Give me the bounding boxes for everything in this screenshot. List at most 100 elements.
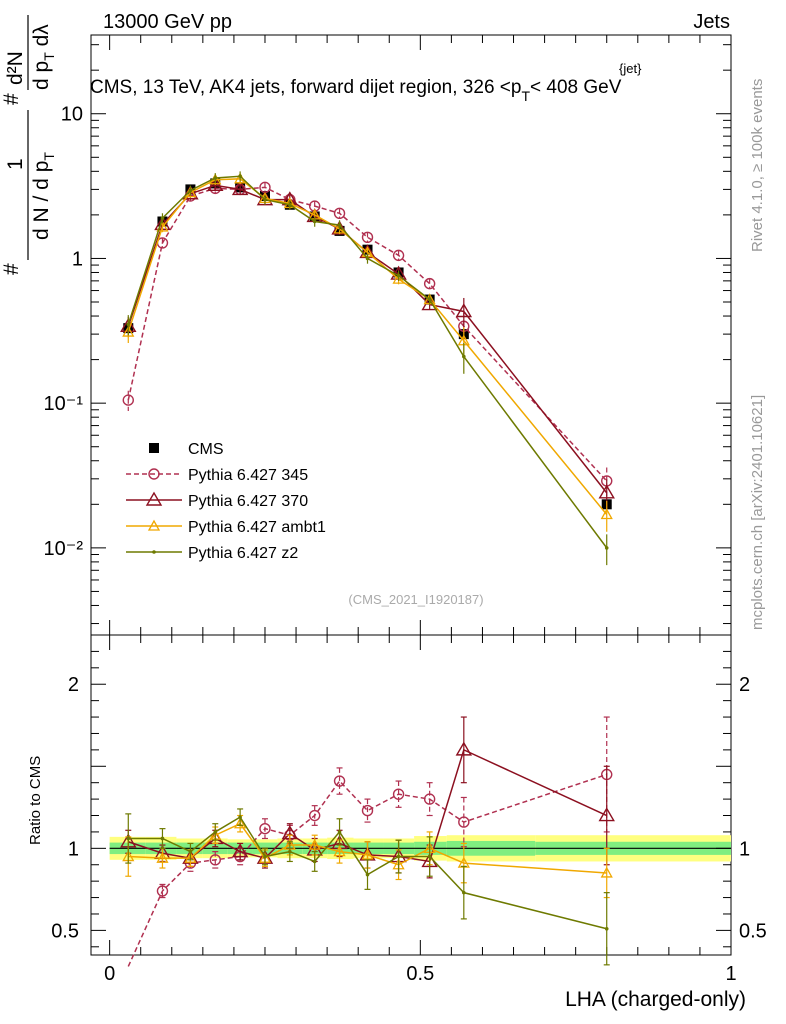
main-point-z2 <box>427 297 432 302</box>
legend-item-p345: Pythia 6.427 345 <box>126 467 308 484</box>
main-ytick-label: 10⁻² <box>44 538 84 560</box>
ratio-panel-frame <box>90 634 732 956</box>
ratio-point-ambt1 <box>600 866 613 878</box>
main-point-z2 <box>365 256 370 261</box>
series-z2 <box>125 171 610 966</box>
ratio-point-z2 <box>213 830 218 834</box>
ratio-point-p370 <box>598 807 615 822</box>
legend-marker <box>152 550 156 554</box>
ratio-point-z2 <box>126 836 131 841</box>
main-point-p370 <box>598 484 615 499</box>
ratio-point-z2 <box>160 836 165 841</box>
ylabel-hash-1: # <box>0 263 23 275</box>
ratio-point-z2 <box>396 854 401 859</box>
legend-label: Pythia 6.427 z2 <box>188 545 298 562</box>
ratio-point-p345 <box>392 788 405 800</box>
ratio-point-z2 <box>365 872 370 877</box>
ratio-point-ambt1 <box>184 851 197 863</box>
x-axis-label: LHA (charged-only) <box>565 988 746 1011</box>
ratio-line-ambt1 <box>128 822 607 874</box>
ylabel-hash-2: # <box>0 93 23 105</box>
rivet-version-label: Rivet 4.1.0, ≥ 100k events <box>749 79 766 252</box>
header-right: Jets <box>693 11 730 33</box>
ratio-point-ambt1 <box>361 848 374 860</box>
series-data <box>123 178 612 510</box>
ratio-ytick-label-right: 0.5 <box>739 920 767 942</box>
ratio-ytick-label-right: 2 <box>739 674 750 696</box>
main-point-ambt1 <box>600 508 613 520</box>
ratio-point-z2 <box>427 854 432 859</box>
main-point-z2 <box>604 546 609 550</box>
main-point-z2 <box>238 174 242 179</box>
plot-title-main: CMS, 13 TeV, AK4 jets, forward dijet reg… <box>90 77 521 98</box>
plot-title-sub: T <box>521 88 530 104</box>
legend-item-ambt1: Pythia 6.427 ambt1 <box>126 519 326 536</box>
ylabel-den: d N / d pT <box>30 152 57 240</box>
main-point-p370 <box>455 303 473 318</box>
main-point-p370 <box>231 181 249 196</box>
ratio-point-z2 <box>604 926 609 931</box>
main-ytick-label: 10⁻¹ <box>44 393 84 415</box>
main-point-z2 <box>263 197 267 202</box>
ratio-point-ambt1 <box>156 851 169 863</box>
analysis-watermark: (CMS_2021_I1920187) <box>348 592 483 607</box>
legend-label: CMS <box>188 441 224 458</box>
main-ytick-label: 10 <box>61 104 83 126</box>
ratio-line-z2 <box>128 816 607 930</box>
main-point-z2 <box>213 176 218 180</box>
ratio-point-z2 <box>312 859 317 864</box>
main-line-p370 <box>127 184 608 494</box>
ratio-point-z2 <box>188 849 193 854</box>
legend-marker <box>148 468 160 480</box>
ratio-point-z2 <box>288 849 292 854</box>
ratio-point-p345 <box>333 775 346 787</box>
legend-item-p370: Pythia 6.427 370 <box>126 491 308 510</box>
main-point-z2 <box>396 273 401 278</box>
xtick-label: 1 <box>725 963 736 985</box>
ratio-point-p345 <box>209 854 221 866</box>
ratio-point-p345 <box>458 816 470 828</box>
legend-marker <box>145 491 163 506</box>
main-point-p345 <box>392 249 405 262</box>
main-point-z2 <box>312 219 317 224</box>
ratio-ytick-label: 1 <box>68 838 79 860</box>
ratio-point-p345 <box>423 793 436 805</box>
plot-title: CMS, 13 TeV, AK4 jets, forward dijet reg… <box>90 77 622 104</box>
plot-title-sup: {jet} <box>619 61 642 76</box>
main-point-z2 <box>160 216 165 220</box>
ratio-point-z2 <box>462 890 466 895</box>
main-point-z2 <box>288 202 292 207</box>
ratio-point-p345 <box>361 804 374 817</box>
legend-marker <box>147 519 161 531</box>
main-point-z2 <box>188 188 193 193</box>
ratio-point-z2 <box>238 815 242 819</box>
ratio-point-ambt1 <box>308 838 321 850</box>
ylabel-one: 1 <box>4 158 27 170</box>
main-point-z2 <box>337 223 342 227</box>
main-point-ambt1 <box>122 325 135 337</box>
ratio-point-p345 <box>259 822 271 835</box>
xtick-label: 0 <box>104 963 115 985</box>
legend-label: Pythia 6.427 ambt1 <box>188 519 326 536</box>
xtick-label: 0.5 <box>406 963 434 985</box>
main-point-z2 <box>126 322 131 327</box>
ratio-point-p370 <box>455 741 473 756</box>
legend-item-z2: Pythia 6.427 z2 <box>126 545 298 562</box>
main-ylabel: # 1 d N / d pT # d²N d pT dλ <box>0 15 57 275</box>
main-ytick-label: 1 <box>72 248 83 270</box>
main-line-ambt1 <box>127 178 608 516</box>
main-line-p345 <box>127 186 608 482</box>
ratio-point-p345 <box>308 809 321 822</box>
ratio-point-z2 <box>337 830 342 834</box>
legend-marker <box>149 443 159 453</box>
ylabel-dpt: d pT dλ <box>30 24 57 90</box>
main-point-p345 <box>122 394 134 406</box>
ratio-ytick-label-right: 1 <box>739 838 750 860</box>
main-point-p345 <box>361 231 374 244</box>
main-point-ambt1 <box>392 272 405 284</box>
legend-label: Pythia 6.427 345 <box>188 467 308 484</box>
series-group <box>120 171 615 967</box>
main-point-z2 <box>462 354 466 359</box>
